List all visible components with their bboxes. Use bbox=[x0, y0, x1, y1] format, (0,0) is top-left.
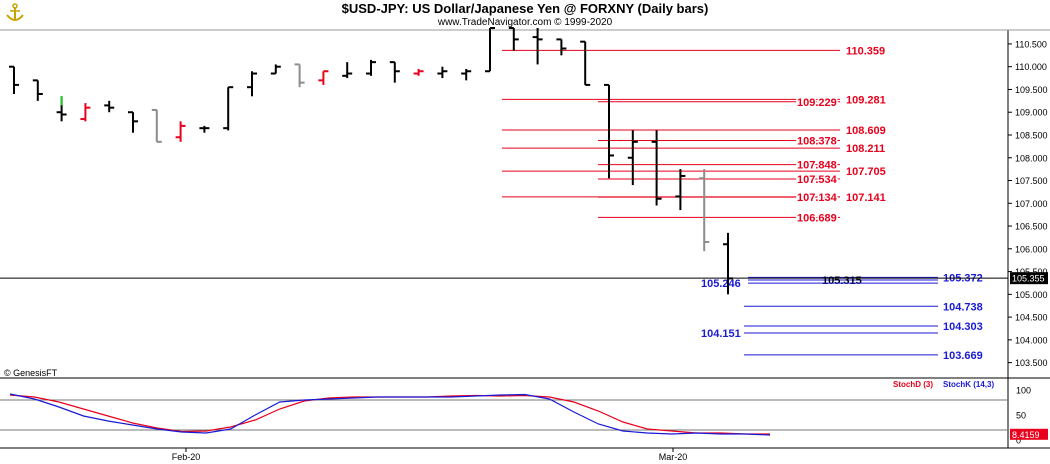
last-price-label: 105.355 bbox=[1012, 274, 1045, 284]
price-tick-label: 107.000 bbox=[1015, 199, 1048, 209]
price-tick-label: 106.000 bbox=[1015, 244, 1048, 254]
ohlc-bar bbox=[151, 108, 162, 143]
price-tick-label: 105.000 bbox=[1015, 290, 1048, 300]
ohlc-bar bbox=[32, 79, 43, 101]
resistance-label: 108.609 bbox=[846, 125, 886, 137]
x-tick-label: Feb-20 bbox=[172, 452, 201, 462]
chart-subtitle: www.TradeNavigator.com © 1999-2020 bbox=[437, 17, 613, 28]
stoch-last-label: 8.4159 bbox=[1012, 430, 1040, 440]
x-tick-label: Mar-20 bbox=[659, 452, 688, 462]
ohlc-bar bbox=[56, 96, 67, 122]
ohlc-bar bbox=[556, 38, 567, 56]
price-tick-label: 110.500 bbox=[1015, 39, 1047, 49]
support-label: 104.151 bbox=[701, 328, 741, 340]
ohlc-bar bbox=[247, 71, 257, 97]
ohlc-bar bbox=[80, 103, 91, 122]
resistance-label: 110.359 bbox=[846, 45, 885, 57]
ohlc-bar bbox=[461, 68, 472, 81]
price-tick-label: 106.500 bbox=[1015, 222, 1048, 232]
ohlc-bar bbox=[270, 64, 281, 75]
ohlc-bar bbox=[9, 65, 19, 95]
resistance-label: 107.705 bbox=[846, 166, 886, 178]
ohlc-bar bbox=[318, 70, 329, 85]
support-label: 104.303 bbox=[943, 321, 983, 333]
last-price-box bbox=[1010, 272, 1048, 285]
stoch-tick-label: 0 bbox=[1016, 436, 1021, 446]
price-tick-label: 110.000 bbox=[1015, 62, 1047, 72]
ohlc-bar bbox=[651, 130, 662, 206]
ohlc-bar bbox=[699, 169, 710, 252]
support-label: 103.669 bbox=[943, 350, 983, 362]
stoch-series-line bbox=[9, 394, 770, 435]
ohlc-bar bbox=[104, 100, 115, 113]
ohlc-bar bbox=[199, 125, 210, 133]
ohlc-bar bbox=[675, 169, 686, 211]
resistance-label: 107.134 bbox=[797, 192, 838, 204]
chart-title: $USD-JPY: US Dollar/Japanese Yen @ FORXN… bbox=[341, 1, 709, 16]
ohlc-bar bbox=[627, 130, 638, 186]
stoch-series-line bbox=[9, 393, 771, 436]
right-axis-panel bbox=[1008, 0, 1050, 464]
ohlc-bar bbox=[413, 68, 424, 76]
ohlc-bar bbox=[128, 111, 138, 133]
price-tick-label: 104.500 bbox=[1015, 313, 1048, 323]
ohlc-bar bbox=[175, 121, 186, 142]
ohlc-bar bbox=[532, 28, 543, 65]
ohlc-bar bbox=[604, 83, 614, 179]
stoch-tick-label: 50 bbox=[1016, 411, 1026, 421]
ohlc-bar bbox=[223, 86, 234, 131]
price-tick-label: 105.500 bbox=[1015, 267, 1048, 277]
resistance-label: 107.141 bbox=[846, 192, 886, 204]
support-label: 104.738 bbox=[943, 301, 983, 313]
stoch-last-box bbox=[1010, 428, 1048, 440]
ohlc-bar bbox=[294, 63, 305, 88]
genesis-watermark: © GenesisFT bbox=[4, 368, 58, 378]
resistance-label: 109.281 bbox=[846, 94, 886, 106]
stoch-legend-k: StochK (14,3) bbox=[943, 380, 994, 389]
price-tick-label: 109.500 bbox=[1015, 85, 1048, 95]
ohlc-bar bbox=[485, 27, 495, 73]
anchor-logo-icon bbox=[6, 3, 24, 21]
stoch-tick-label: 100 bbox=[1016, 386, 1031, 396]
price-tick-label: 103.500 bbox=[1015, 358, 1048, 368]
resistance-label: 108.211 bbox=[846, 143, 885, 155]
resistance-label: 107.848 bbox=[797, 160, 837, 172]
ohlc-bar bbox=[366, 59, 376, 76]
resistance-label: 108.378 bbox=[797, 136, 837, 148]
support-label: 105.315 bbox=[822, 275, 862, 287]
ohlc-bar bbox=[508, 27, 519, 51]
price-tick-label: 108.500 bbox=[1015, 130, 1048, 140]
price-tick-label: 107.500 bbox=[1015, 176, 1048, 186]
ohlc-bar bbox=[437, 66, 448, 79]
ohlc-bar bbox=[342, 62, 353, 79]
resistance-label: 107.534 bbox=[797, 174, 838, 186]
price-tick-label: 104.000 bbox=[1015, 335, 1048, 345]
support-label: 105.246 bbox=[701, 278, 741, 290]
ohlc-bar bbox=[389, 61, 400, 83]
resistance-label: 106.689 bbox=[797, 212, 837, 224]
price-tick-label: 108.000 bbox=[1015, 153, 1048, 163]
stoch-legend-d: StochD (3) bbox=[893, 380, 933, 389]
resistance-label: 109.229 bbox=[797, 97, 837, 109]
ohlc-bar bbox=[580, 40, 591, 86]
price-tick-label: 109.000 bbox=[1015, 108, 1048, 118]
